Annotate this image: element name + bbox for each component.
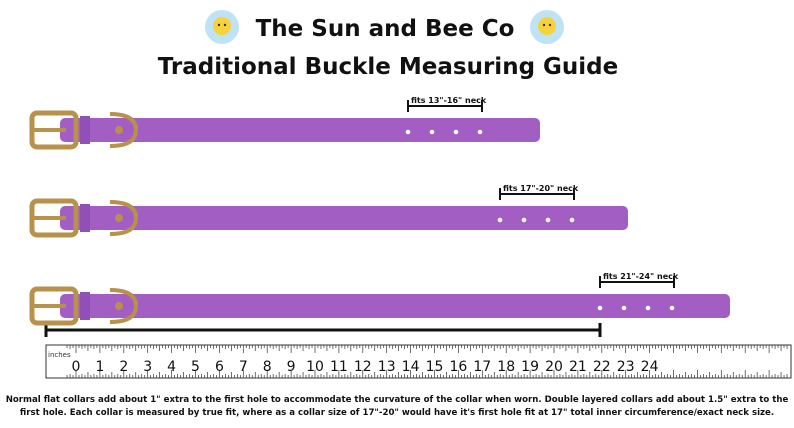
rivet bbox=[115, 214, 123, 222]
subtitle: Traditional Buckle Measuring Guide bbox=[158, 54, 619, 80]
ruler-number: 3 bbox=[143, 359, 152, 375]
ruler-number: 11 bbox=[330, 359, 348, 375]
keeper bbox=[80, 292, 90, 320]
buckle bbox=[29, 198, 79, 238]
d-ring bbox=[109, 112, 139, 148]
ruler-number: 5 bbox=[191, 359, 200, 375]
rivet bbox=[115, 126, 123, 134]
rivet bbox=[115, 302, 123, 310]
footnote: first hole. Each collar is measured by t… bbox=[20, 408, 774, 418]
logo-icon bbox=[205, 10, 239, 44]
ruler-number: 21 bbox=[569, 359, 587, 375]
ruler-number: 8 bbox=[263, 359, 272, 375]
fit-label: fits 21"-24" neck bbox=[603, 272, 679, 281]
buckle bbox=[29, 286, 79, 326]
strap bbox=[60, 118, 540, 142]
hole bbox=[477, 129, 483, 135]
strap bbox=[60, 294, 730, 318]
ruler-number: 12 bbox=[354, 359, 372, 375]
ruler-number: 22 bbox=[593, 359, 611, 375]
ruler-number: 0 bbox=[72, 359, 81, 375]
footnote: Normal flat collars add about 1" extra t… bbox=[6, 395, 789, 405]
strap bbox=[60, 206, 628, 230]
title: The Sun and Bee Co bbox=[256, 16, 515, 42]
ruler-number: 15 bbox=[426, 359, 444, 375]
ruler bbox=[45, 344, 792, 379]
collar: fits 21"-24" neck bbox=[29, 272, 730, 326]
hole bbox=[521, 217, 527, 223]
ruler-number: 7 bbox=[239, 359, 248, 375]
ruler-number: 23 bbox=[617, 359, 635, 375]
ruler-number: 18 bbox=[497, 359, 515, 375]
hole bbox=[645, 305, 651, 311]
ruler-number: 6 bbox=[215, 359, 224, 375]
collar: fits 17"-20" neck bbox=[29, 184, 628, 238]
ruler-number: 2 bbox=[119, 359, 128, 375]
hole bbox=[669, 305, 675, 311]
hole bbox=[405, 129, 411, 135]
hole bbox=[497, 217, 503, 223]
logo-icon bbox=[530, 10, 564, 44]
keeper bbox=[80, 204, 90, 232]
fit-label: fits 13"-16" neck bbox=[411, 96, 487, 105]
ruler-number: 14 bbox=[402, 359, 420, 375]
ruler-number: 13 bbox=[378, 359, 396, 375]
hole bbox=[597, 305, 603, 311]
hole bbox=[453, 129, 459, 135]
ruler-number: 19 bbox=[521, 359, 539, 375]
d-ring bbox=[109, 200, 139, 236]
hole bbox=[621, 305, 627, 311]
ruler-number: 9 bbox=[287, 359, 296, 375]
ruler-number: 1 bbox=[95, 359, 104, 375]
ruler-number: 17 bbox=[473, 359, 491, 375]
ruler-number: 16 bbox=[449, 359, 467, 375]
ruler-number: 4 bbox=[167, 359, 176, 375]
collar: fits 13"-16" neck bbox=[29, 96, 540, 150]
buckle bbox=[29, 110, 79, 150]
ruler-number: 10 bbox=[306, 359, 324, 375]
fit-label: fits 17"-20" neck bbox=[503, 184, 579, 193]
ruler-number: 24 bbox=[641, 359, 659, 375]
d-ring bbox=[109, 288, 139, 324]
hole bbox=[569, 217, 575, 223]
ruler-unit: inches bbox=[48, 351, 71, 359]
keeper bbox=[80, 116, 90, 144]
hole bbox=[545, 217, 551, 223]
ruler-number: 20 bbox=[545, 359, 563, 375]
hole bbox=[429, 129, 435, 135]
